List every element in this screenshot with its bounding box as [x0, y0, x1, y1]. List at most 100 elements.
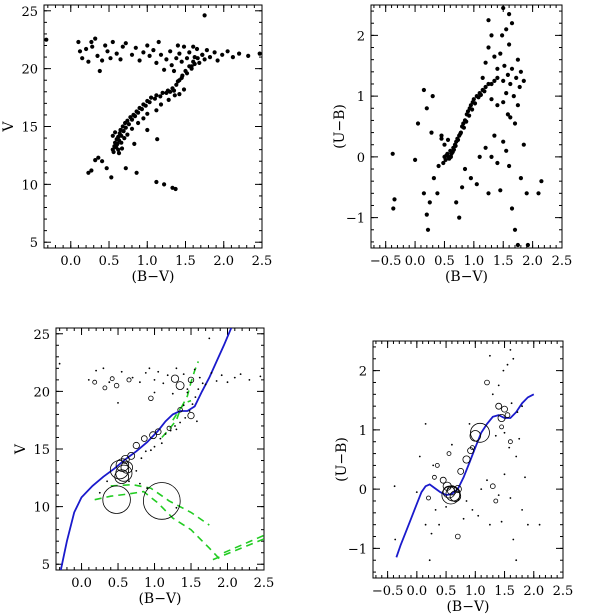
member-circle	[102, 485, 131, 514]
data-point	[442, 142, 447, 147]
data-point	[169, 63, 174, 68]
data-point	[418, 455, 421, 458]
data-point	[153, 391, 156, 394]
data-point	[512, 121, 518, 126]
member-circle	[453, 485, 462, 494]
data-point	[464, 119, 469, 124]
y-tick-label: 5	[42, 558, 50, 573]
data-point	[495, 66, 500, 71]
member-circle	[442, 481, 452, 491]
y-tick-label: −1	[348, 542, 367, 557]
data-point	[451, 443, 453, 446]
data-point	[539, 179, 544, 184]
data-point	[90, 44, 95, 49]
data-point	[89, 168, 94, 173]
data-point	[121, 129, 126, 134]
y-tick-label: 15	[33, 443, 50, 458]
data-point	[486, 191, 491, 196]
member-circle	[109, 460, 130, 480]
data-point	[504, 148, 509, 153]
data-point	[171, 392, 174, 395]
data-point	[504, 27, 509, 32]
data-point	[509, 206, 515, 211]
data-layer	[390, 5, 544, 248]
data-point	[153, 445, 156, 448]
data-point	[162, 182, 167, 187]
x-tick-label: 0.0	[405, 254, 426, 269]
data-point	[495, 103, 500, 108]
member-circle	[109, 376, 115, 382]
data-point	[154, 179, 159, 185]
data-point	[210, 372, 213, 374]
data-point	[471, 97, 476, 102]
x-tick-label: 2.5	[553, 584, 574, 599]
data-point	[168, 89, 173, 94]
data-point	[93, 158, 98, 163]
data-point	[123, 125, 128, 130]
data-point	[175, 43, 180, 48]
data-point	[175, 506, 178, 509]
data-point	[179, 59, 184, 64]
data-point	[171, 88, 177, 93]
data-point	[477, 514, 480, 517]
data-point	[133, 45, 138, 50]
data-point	[174, 425, 176, 427]
data-point	[468, 176, 473, 181]
data-point	[175, 428, 178, 431]
data-point	[460, 185, 465, 190]
data-point	[166, 97, 171, 102]
data-point	[246, 53, 251, 59]
data-point	[108, 381, 111, 384]
data-point	[186, 391, 189, 394]
data-point	[154, 93, 159, 98]
data-point	[486, 81, 491, 87]
data-point	[441, 160, 446, 166]
data-point	[448, 154, 453, 159]
data-point	[139, 482, 141, 485]
data-point	[158, 52, 164, 57]
data-point	[102, 367, 105, 370]
data-point	[144, 372, 147, 374]
x-tick-label: 2.0	[522, 254, 543, 269]
data-point	[147, 100, 152, 105]
member-circle	[113, 382, 120, 389]
data-point	[191, 44, 196, 49]
x-tick-label: 0.0	[407, 584, 428, 599]
member-circle	[499, 424, 505, 430]
data-point	[515, 103, 521, 108]
plot-frame	[372, 340, 564, 579]
data-point	[129, 52, 135, 57]
data-point	[524, 476, 526, 479]
data-point	[515, 455, 518, 458]
y-tick-label: 2	[357, 29, 365, 44]
data-point	[502, 369, 505, 372]
data-point	[164, 57, 169, 62]
data-point	[119, 133, 124, 138]
data-point	[109, 175, 114, 180]
isochrone-line	[59, 328, 233, 570]
data-point	[521, 509, 523, 511]
data-point	[145, 127, 150, 133]
x-tick-label: 2.5	[252, 254, 273, 269]
member-circle	[120, 454, 130, 464]
data-layer	[44, 13, 262, 192]
data-point	[259, 375, 262, 378]
x-tick-label: 1.0	[144, 576, 165, 591]
data-point	[512, 538, 515, 541]
member-circle	[175, 381, 185, 391]
member-circle	[148, 395, 154, 401]
data-point	[172, 93, 177, 98]
data-point	[489, 33, 494, 38]
data-point	[168, 49, 173, 54]
data-point	[145, 43, 150, 48]
data-point	[100, 159, 105, 164]
data-point	[421, 191, 426, 196]
data-point	[489, 154, 494, 159]
data-point	[504, 91, 509, 96]
data-point	[162, 67, 167, 72]
data-point	[434, 509, 437, 511]
member-circle	[469, 430, 482, 442]
x-axis-label: (B−V)	[445, 269, 488, 285]
x-tick-label: 2.5	[254, 576, 275, 591]
